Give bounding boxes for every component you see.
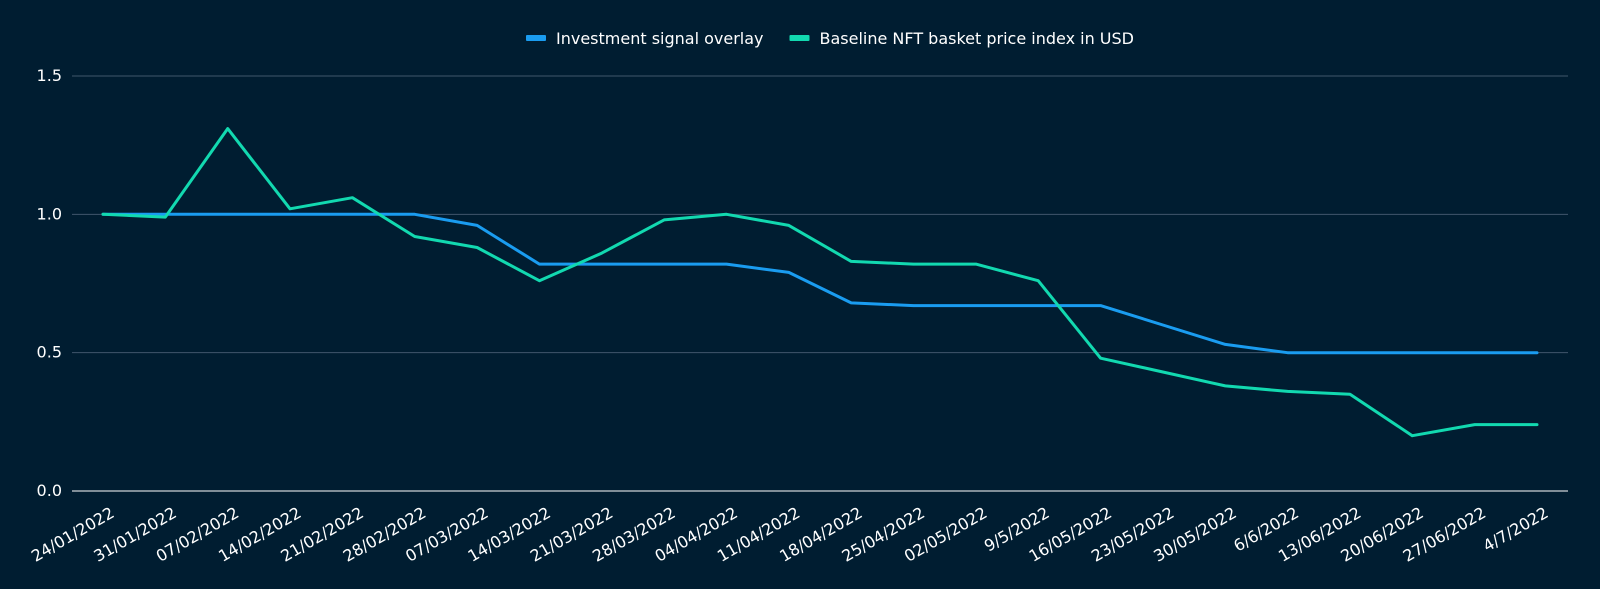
y-tick-label: 0.0 [37,481,62,500]
series-line-0 [101,212,1539,355]
y-tick-label: 1.0 [37,204,62,223]
y-tick-label: 1.5 [37,66,62,85]
legend-label: Baseline NFT basket price index in USD [820,29,1135,48]
legend-item: Baseline NFT basket price index in USD [789,29,1135,48]
legend-item: Investment signal overlay [526,29,764,48]
legend-swatch [789,35,810,41]
series-group [101,127,1539,438]
legend-swatch [526,35,546,41]
legend: Investment signal overlay Baseline NFT ba… [526,29,1134,48]
y-axis-ticks: 0.0 0.5 1.0 1.5 [37,66,62,500]
series-line-1 [101,127,1539,438]
y-tick-label: 0.5 [37,343,62,362]
legend-label: Investment signal overlay [556,29,764,48]
